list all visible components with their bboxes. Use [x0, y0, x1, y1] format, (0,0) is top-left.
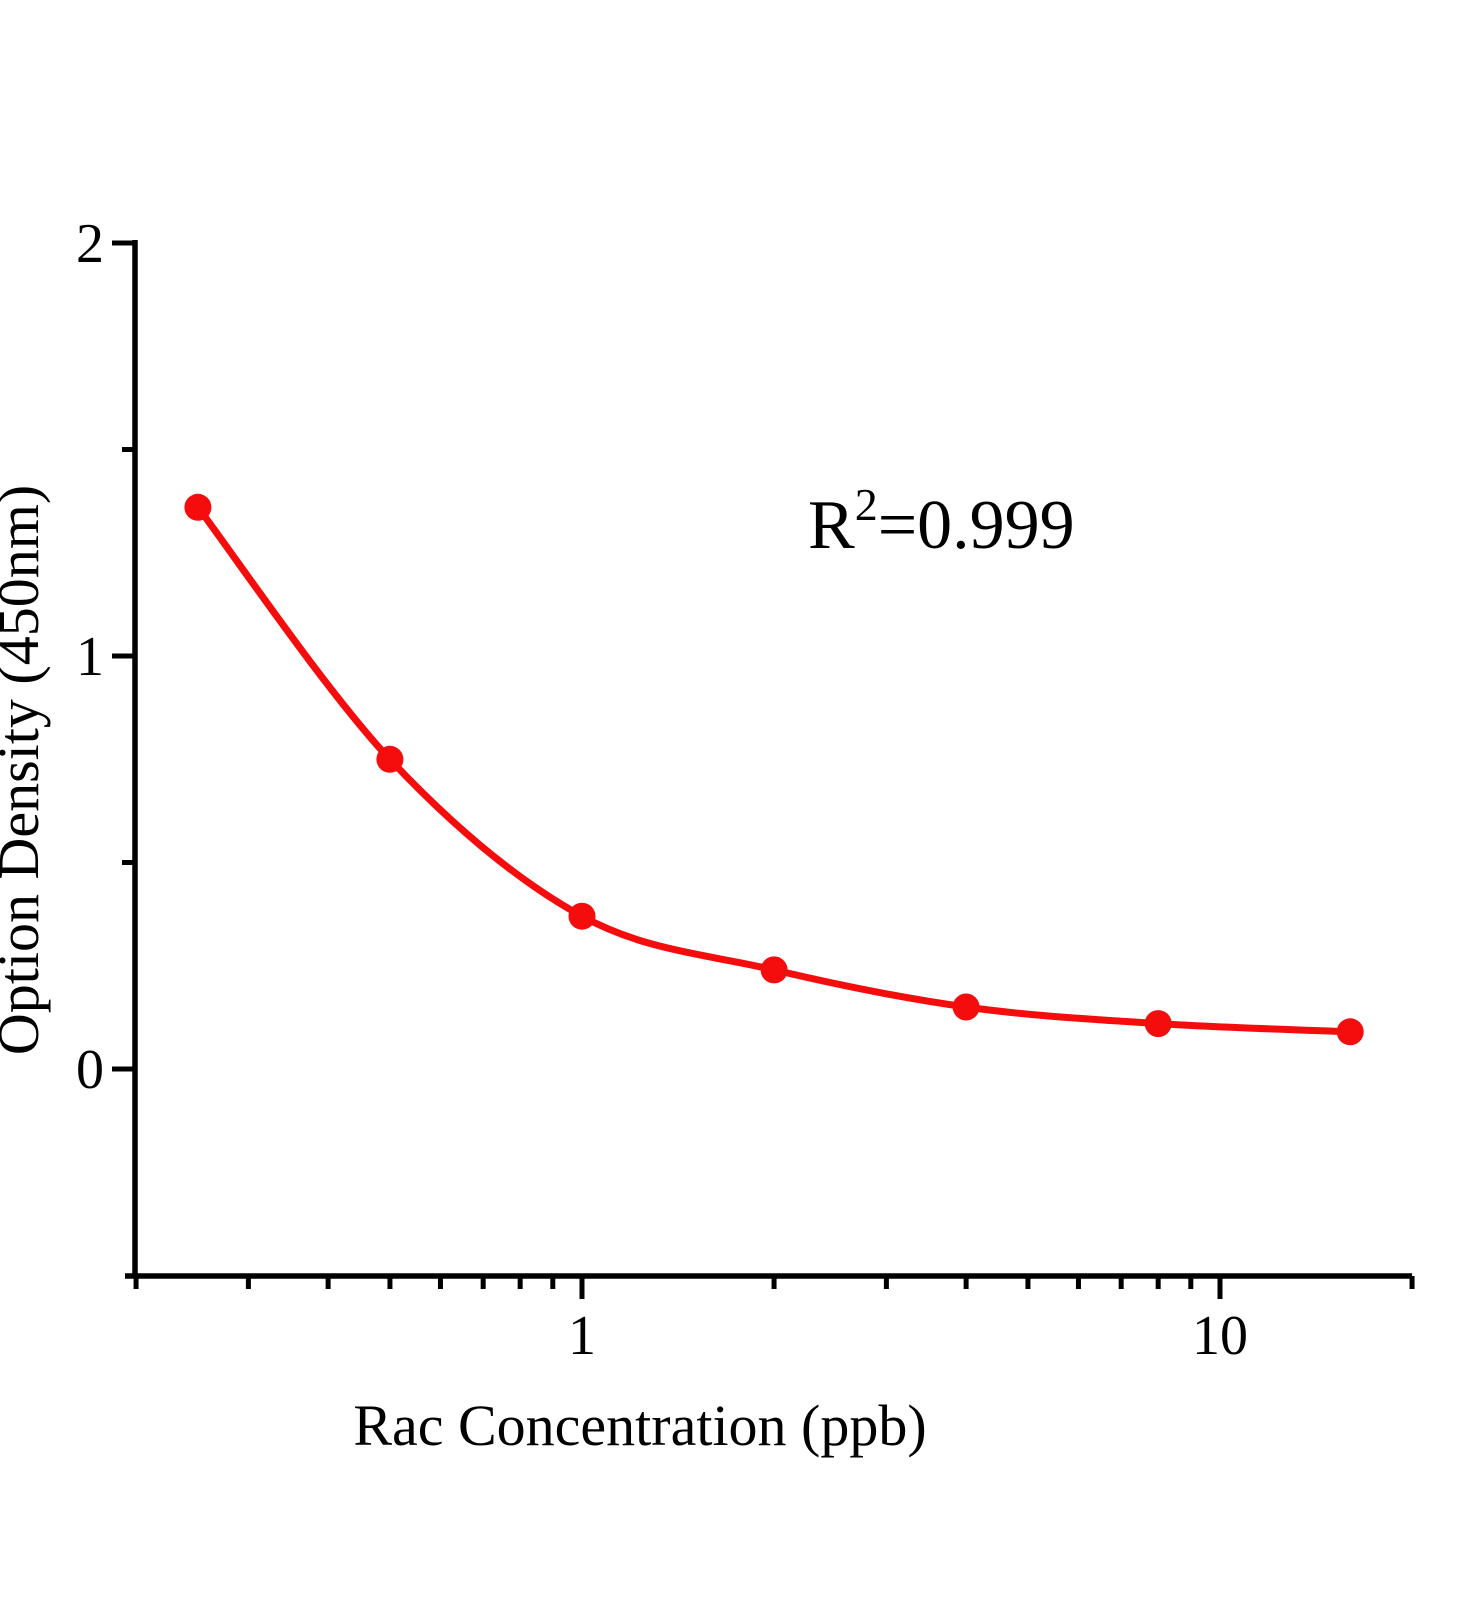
data-series — [184, 493, 1364, 1046]
data-point — [568, 902, 596, 930]
y-tick-label: 0 — [76, 1039, 104, 1101]
x-axis-title: Rac Concentration (ppb) — [353, 1393, 926, 1458]
y-axis-title: Option Density (450nm) — [0, 485, 51, 1055]
r-squared-annotation: R2=0.999 — [808, 479, 1075, 564]
data-point — [760, 956, 788, 984]
r-squared-value: =0.999 — [878, 487, 1075, 564]
r-squared-base: R — [808, 487, 855, 564]
data-point — [1336, 1018, 1364, 1046]
x-tick-label: 1 — [568, 1305, 596, 1367]
y-axis-tick-labels: 0 1 2 — [76, 213, 104, 1101]
y-tick-label: 1 — [76, 626, 104, 688]
r-squared-superscript: 2 — [855, 479, 878, 530]
data-point — [184, 493, 212, 521]
y-tick-label: 2 — [76, 213, 104, 275]
axes — [125, 240, 1413, 1279]
fit-curve-line — [194, 503, 1354, 1036]
data-point — [376, 745, 404, 773]
x-axis-tick-labels: 1 10 — [568, 1305, 1248, 1367]
x-axis-ticks — [133, 1276, 1415, 1299]
x-tick-label: 10 — [1192, 1305, 1248, 1367]
y-axis-ticks — [112, 240, 135, 1072]
data-points — [184, 493, 1364, 1046]
data-point — [952, 993, 980, 1021]
data-point — [1144, 1010, 1172, 1038]
